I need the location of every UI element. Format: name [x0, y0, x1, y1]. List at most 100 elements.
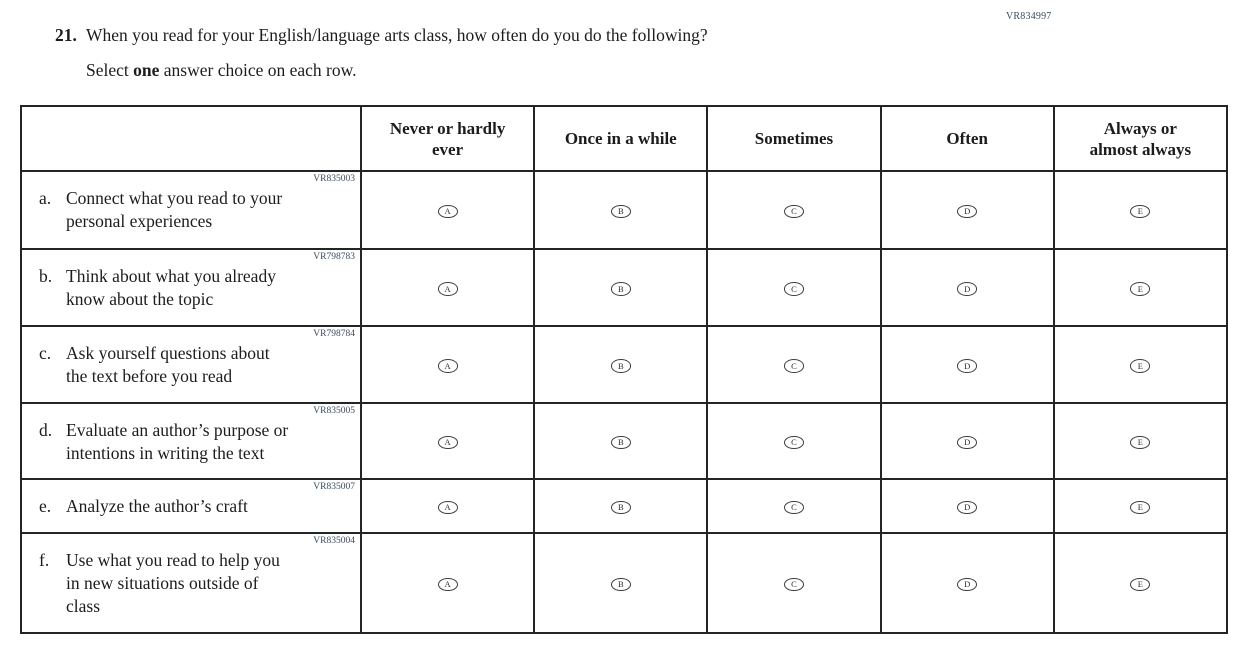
- row-label: f. Use what you read to help you in new s…: [39, 549, 355, 618]
- option-cell: C: [706, 325, 882, 404]
- answer-bubble-c[interactable]: C: [783, 359, 804, 373]
- row-code: VR835003: [313, 174, 355, 184]
- question-block: 21. When you read for your English/langu…: [55, 24, 708, 82]
- row-letter: f.: [39, 550, 50, 570]
- option-cell: A: [359, 478, 536, 534]
- answer-bubble-c[interactable]: C: [783, 435, 804, 449]
- option-cell: B: [533, 325, 709, 404]
- answer-bubble-a[interactable]: A: [437, 282, 458, 296]
- answer-bubble-b[interactable]: B: [610, 577, 631, 591]
- option-cell: B: [533, 532, 709, 634]
- instruction-suffix: answer choice on each row.: [159, 60, 357, 80]
- row-letter: a.: [39, 188, 52, 208]
- option-cell: D: [879, 532, 1055, 634]
- table-row: VR835003 a. Connect what you read to your …: [20, 170, 1228, 250]
- answer-bubble-b[interactable]: B: [610, 204, 631, 218]
- table-row: VR835004 f. Use what you read to help you …: [20, 532, 1228, 634]
- option-cell: C: [706, 248, 882, 327]
- row-label-cell: VR835005 d. Evaluate an author’s purpose o…: [20, 402, 362, 480]
- option-cell: D: [879, 325, 1055, 404]
- row-label-cell: VR798784 c. Ask yourself questions about t…: [20, 325, 362, 404]
- row-letter: d.: [39, 420, 53, 440]
- answer-bubble-e[interactable]: E: [1130, 577, 1151, 591]
- header-empty-cell: [20, 105, 362, 172]
- instruction-bold-word: one: [133, 60, 160, 80]
- question-number: 21.: [55, 25, 77, 45]
- answer-bubble-e[interactable]: E: [1130, 359, 1151, 373]
- row-text: Think about what you already know about …: [66, 266, 276, 309]
- row-code: VR835004: [313, 536, 355, 546]
- answer-bubble-e[interactable]: E: [1130, 435, 1151, 449]
- option-cell: A: [359, 170, 536, 250]
- answer-bubble-a[interactable]: A: [437, 435, 458, 449]
- option-cell: E: [1052, 532, 1228, 634]
- answer-bubble-e[interactable]: E: [1130, 282, 1151, 296]
- row-label: e. Analyze the author’s craft: [39, 495, 355, 518]
- row-code: VR798784: [313, 329, 355, 339]
- answer-bubble-b[interactable]: B: [610, 500, 631, 514]
- option-cell: E: [1052, 402, 1228, 480]
- row-code: VR835007: [313, 482, 355, 492]
- answer-bubble-d[interactable]: D: [957, 500, 978, 514]
- option-cell: E: [1052, 478, 1228, 534]
- option-cell: D: [879, 170, 1055, 250]
- row-letter: c.: [39, 343, 52, 363]
- row-code: VR798783: [313, 252, 355, 262]
- answer-bubble-a[interactable]: A: [437, 500, 458, 514]
- answer-bubble-b[interactable]: B: [610, 282, 631, 296]
- option-cell: B: [533, 170, 709, 250]
- row-label: d. Evaluate an author’s purpose or intent…: [39, 419, 355, 465]
- column-header-always-or-almost-always: Always or almost always: [1052, 105, 1228, 172]
- answer-bubble-e[interactable]: E: [1130, 500, 1151, 514]
- option-cell: A: [359, 402, 536, 480]
- answer-bubble-d[interactable]: D: [957, 359, 978, 373]
- row-label-cell: VR835004 f. Use what you read to help you …: [20, 532, 362, 634]
- answer-bubble-e[interactable]: E: [1130, 204, 1151, 218]
- option-cell: E: [1052, 325, 1228, 404]
- answer-bubble-d[interactable]: D: [957, 435, 978, 449]
- column-header-sometimes: Sometimes: [706, 105, 882, 172]
- column-header-once-in-a-while: Once in a while: [533, 105, 709, 172]
- row-label: c. Ask yourself questions about the text …: [39, 342, 355, 388]
- question-form-code: VR834997: [1006, 11, 1052, 22]
- table-row: VR798783 b. Think about what you already k…: [20, 248, 1228, 327]
- answer-bubble-b[interactable]: B: [610, 359, 631, 373]
- row-text: Analyze the author’s craft: [66, 496, 248, 516]
- answer-bubble-d[interactable]: D: [957, 204, 978, 218]
- answer-bubble-d[interactable]: D: [957, 282, 978, 296]
- question-instruction: Select one answer choice on each row.: [86, 59, 708, 82]
- option-cell: A: [359, 325, 536, 404]
- row-text: Use what you read to help you in new sit…: [66, 550, 280, 616]
- option-cell: E: [1052, 248, 1228, 327]
- answer-bubble-a[interactable]: A: [437, 577, 458, 591]
- answer-bubble-c[interactable]: C: [783, 204, 804, 218]
- option-cell: A: [359, 532, 536, 634]
- option-cell: C: [706, 170, 882, 250]
- option-cell: C: [706, 478, 882, 534]
- option-cell: D: [879, 402, 1055, 480]
- row-text: Connect what you read to your personal e…: [66, 188, 283, 231]
- option-cell: D: [879, 478, 1055, 534]
- option-cell: D: [879, 248, 1055, 327]
- column-header-often: Often: [879, 105, 1055, 172]
- answer-bubble-c[interactable]: C: [783, 577, 804, 591]
- row-label: b. Think about what you already know abou…: [39, 265, 355, 311]
- header-row: Never or hardly ever Once in a while Som…: [20, 105, 1228, 172]
- table-row: VR798784 c. Ask yourself questions about t…: [20, 325, 1228, 404]
- option-cell: A: [359, 248, 536, 327]
- option-cell: B: [533, 402, 709, 480]
- answer-bubble-c[interactable]: C: [783, 500, 804, 514]
- answer-bubble-a[interactable]: A: [437, 359, 458, 373]
- row-text: Evaluate an author’s purpose or intentio…: [66, 420, 289, 463]
- row-code: VR835005: [313, 406, 355, 416]
- answer-bubble-a[interactable]: A: [437, 204, 458, 218]
- answer-bubble-b[interactable]: B: [610, 435, 631, 449]
- option-cell: E: [1052, 170, 1228, 250]
- option-cell: B: [533, 248, 709, 327]
- row-label-cell: VR835007 e. Analyze the author’s craft: [20, 478, 362, 534]
- answer-bubble-d[interactable]: D: [957, 577, 978, 591]
- question-text: When you read for your English/language …: [86, 25, 708, 45]
- answer-bubble-c[interactable]: C: [783, 282, 804, 296]
- response-matrix-table: Never or hardly ever Once in a while Som…: [20, 105, 1228, 634]
